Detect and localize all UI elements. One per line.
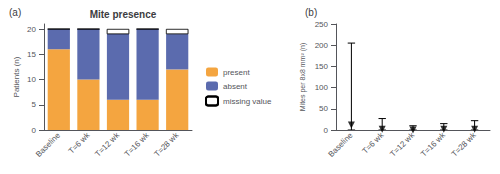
svg-text:150: 150 (315, 62, 329, 71)
svg-text:0: 0 (324, 126, 329, 135)
svg-text:10: 10 (27, 75, 36, 84)
svg-text:15: 15 (27, 50, 36, 59)
svg-text:50: 50 (319, 104, 328, 113)
svg-text:100: 100 (315, 83, 329, 92)
svg-text:200: 200 (315, 41, 329, 50)
svg-text:T=12 wk: T=12 wk (93, 131, 121, 159)
svg-text:20: 20 (27, 25, 36, 34)
svg-text:Mites per 8x8 mm² (n): Mites per 8x8 mm² (n) (299, 43, 307, 111)
svg-text:(a): (a) (9, 7, 21, 18)
svg-text:250: 250 (315, 20, 329, 29)
svg-text:missing value: missing value (223, 97, 272, 106)
svg-text:Baseline: Baseline (34, 130, 62, 158)
svg-text:Mite presence: Mite presence (90, 9, 157, 20)
svg-text:T=16 wk: T=16 wk (123, 131, 151, 159)
svg-text:T=28 wk: T=28 wk (153, 131, 181, 159)
svg-text:T=6 wk: T=6 wk (361, 131, 386, 156)
svg-text:Patients (n): Patients (n) (12, 56, 21, 97)
svg-text:absent: absent (223, 82, 248, 91)
svg-text:T=6 wk: T=6 wk (67, 131, 92, 156)
svg-text:5: 5 (32, 100, 37, 109)
svg-text:Baseline: Baseline (327, 130, 355, 158)
svg-text:T=12 wk: T=12 wk (388, 131, 416, 159)
svg-text:T=28 wk: T=28 wk (450, 131, 478, 159)
svg-text:0: 0 (32, 126, 37, 135)
svg-text:T=16 wk: T=16 wk (419, 131, 447, 159)
svg-text:present: present (223, 68, 250, 77)
svg-text:(b): (b) (305, 7, 317, 18)
